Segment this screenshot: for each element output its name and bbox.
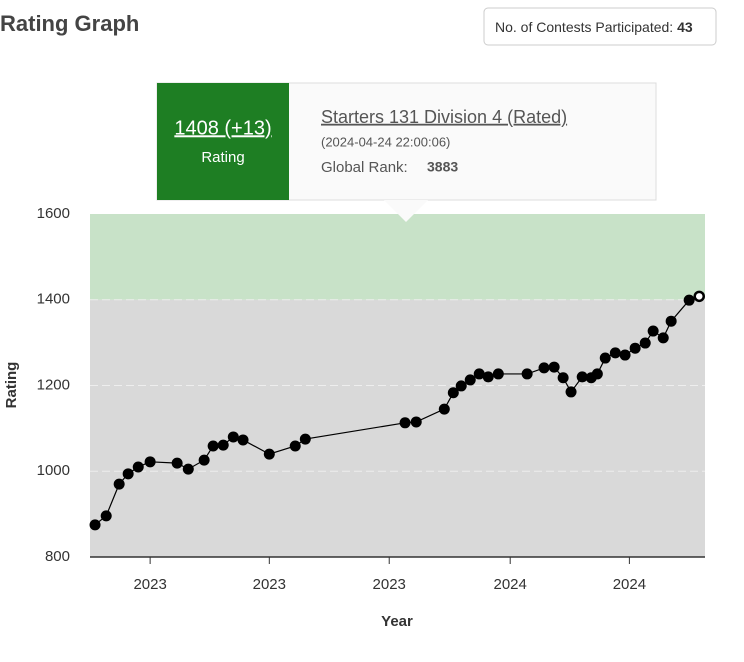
y-tick-label: 1600 [37, 205, 70, 222]
rating-band [90, 214, 705, 300]
point [557, 372, 569, 384]
point [629, 342, 641, 354]
point [438, 403, 450, 415]
point [482, 371, 494, 383]
chart-title: Rating Graph [0, 11, 139, 36]
point [171, 457, 183, 469]
point [492, 368, 504, 380]
point [455, 380, 467, 392]
point [100, 510, 112, 522]
point [521, 368, 533, 380]
point [289, 440, 301, 452]
point [144, 456, 156, 468]
point [565, 386, 577, 398]
point [538, 362, 550, 374]
point [410, 416, 422, 428]
point [591, 368, 603, 380]
point [122, 468, 134, 480]
point [647, 325, 659, 337]
tooltip-rating[interactable]: 1408 (+13) [174, 117, 271, 139]
x-tick-label: 2023 [373, 576, 406, 593]
plot-area: 800 1000 1200 1400 1600 2023 2023 2023 2024 2024 [37, 205, 705, 593]
rating-band [90, 299, 705, 557]
point [132, 461, 144, 473]
y-tick-label: 1400 [37, 291, 70, 308]
point [399, 417, 411, 429]
point [299, 433, 311, 445]
stats-label: No. of Contests Participated: [495, 19, 673, 35]
stats-box [483, 7, 717, 46]
point [89, 519, 101, 531]
point [217, 439, 229, 451]
y-tick-label: 1200 [37, 376, 70, 393]
tooltip-rating-label: Rating [201, 149, 244, 166]
point [227, 431, 239, 443]
tooltip-rank: 3883 [427, 159, 458, 175]
x-tick-label: 2023 [253, 576, 286, 593]
point [576, 371, 588, 383]
y-tick-label: 800 [45, 548, 70, 565]
point [548, 361, 560, 373]
point [599, 352, 611, 364]
x-tick-label: 2024 [494, 576, 527, 593]
point [237, 434, 249, 446]
point [464, 374, 476, 386]
tooltip: 1408 (+13) Rating Starters 131 Division … [156, 82, 657, 222]
point [473, 368, 485, 380]
tooltip-rating-box [157, 83, 289, 200]
x-axis-label: Year [381, 613, 413, 630]
point [657, 332, 669, 344]
tooltip-date: (2024-04-24 22:00:06) [321, 134, 450, 149]
highlight-point [693, 290, 705, 303]
point [619, 349, 631, 361]
point [113, 478, 125, 490]
stats-value: 43 [677, 19, 693, 35]
y-tick-label: 1000 [37, 462, 70, 479]
x-tick-label: 2024 [613, 576, 646, 593]
point [207, 440, 219, 452]
tooltip-contest[interactable]: Starters 131 Division 4 (Rated) [321, 107, 567, 127]
point [198, 454, 210, 466]
point [263, 448, 275, 460]
stats-text: No. of Contests Participated: 43 [495, 19, 693, 35]
point [609, 347, 621, 359]
point [639, 337, 651, 349]
point [683, 294, 695, 306]
tooltip-rank-label: Global Rank: [321, 159, 408, 176]
point [665, 315, 677, 327]
point [182, 463, 194, 475]
x-tick-label: 2023 [133, 576, 166, 593]
tooltip-arrow [384, 200, 428, 222]
point [447, 387, 459, 399]
y-axis-label: Rating [3, 362, 20, 409]
